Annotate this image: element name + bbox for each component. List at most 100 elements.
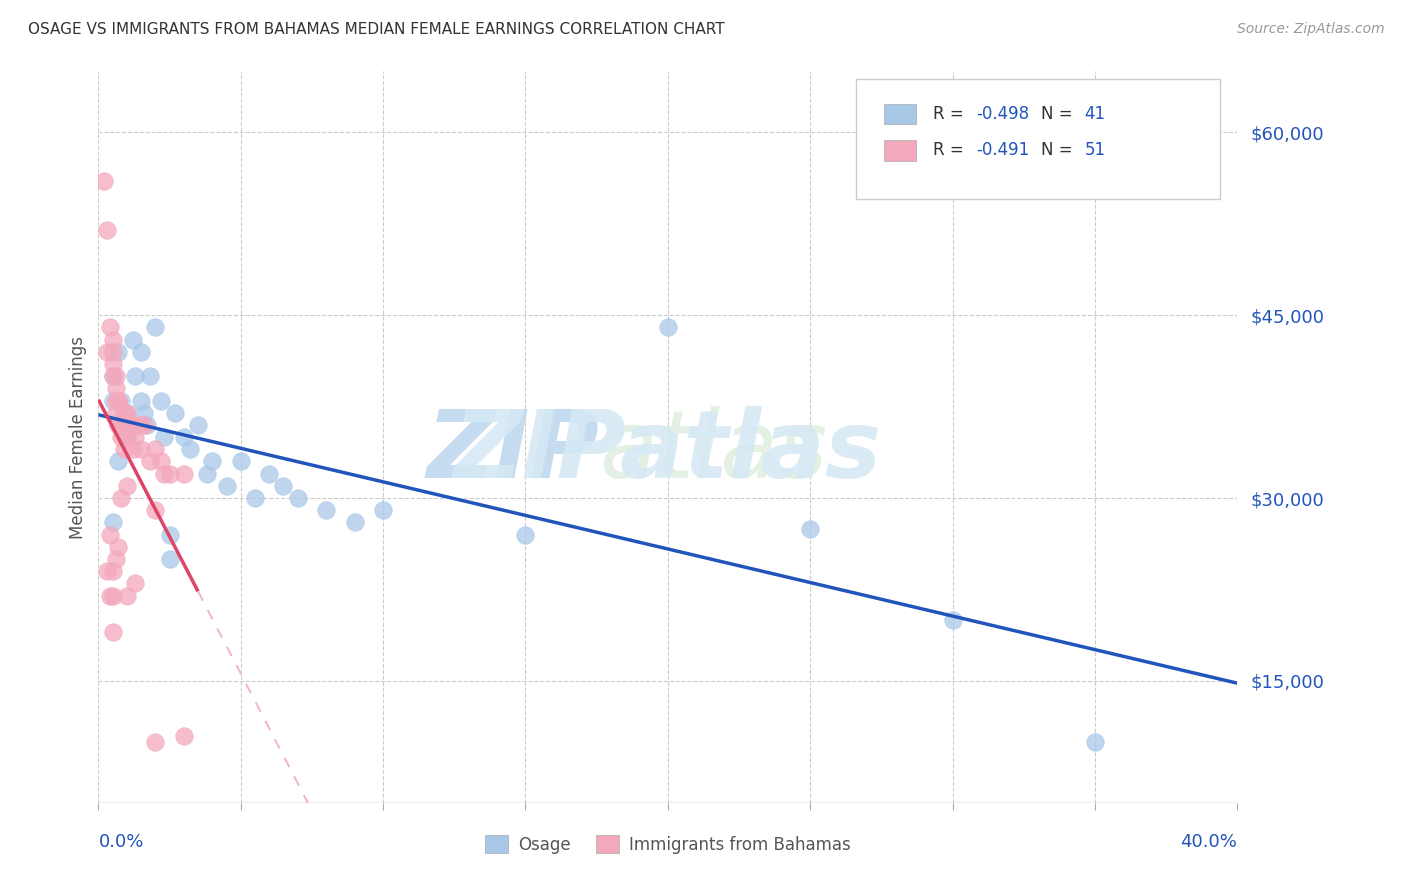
Point: [187, 417, 209, 432]
Point: [115, 430, 138, 444]
Point: [104, 406, 127, 420]
Point: [132, 406, 155, 420]
Text: OSAGE VS IMMIGRANTS FROM BAHAMAS MEDIAN FEMALE EARNINGS CORRELATION CHART: OSAGE VS IMMIGRANTS FROM BAHAMAS MEDIAN …: [28, 22, 724, 37]
Point: [104, 393, 127, 408]
Text: 40.0%: 40.0%: [1181, 833, 1237, 851]
Point: [96, 564, 118, 578]
Point: [121, 442, 143, 457]
Text: ZIP: ZIP: [426, 406, 599, 498]
Text: R =: R =: [934, 141, 969, 160]
Text: -0.491: -0.491: [977, 141, 1029, 160]
Point: [145, 442, 167, 457]
Point: [107, 417, 129, 432]
Point: [101, 357, 124, 371]
Text: -0.498: -0.498: [977, 104, 1029, 123]
Point: [115, 430, 138, 444]
Point: [101, 369, 124, 384]
Point: [107, 393, 129, 408]
Point: [118, 417, 141, 432]
Point: [112, 442, 135, 457]
Point: [150, 393, 173, 408]
Point: [98, 589, 121, 603]
Text: N =: N =: [1042, 141, 1078, 160]
Point: [101, 625, 124, 640]
Point: [942, 613, 965, 627]
Point: [110, 430, 132, 444]
Point: [179, 442, 201, 457]
Legend: Osage, Immigrants from Bahamas: Osage, Immigrants from Bahamas: [478, 829, 858, 860]
Text: ZIPatlas: ZIPatlas: [454, 406, 882, 498]
FancyBboxPatch shape: [856, 78, 1220, 200]
Point: [96, 223, 118, 237]
Text: 41: 41: [1084, 104, 1105, 123]
Point: [107, 540, 129, 554]
Point: [195, 467, 218, 481]
Text: 0.0%: 0.0%: [98, 833, 143, 851]
Point: [110, 417, 132, 432]
Text: atlas: atlas: [599, 406, 828, 497]
Point: [173, 729, 195, 743]
Point: [159, 552, 181, 566]
Point: [273, 479, 295, 493]
Point: [373, 503, 395, 517]
Point: [101, 369, 124, 384]
Point: [515, 527, 537, 541]
FancyBboxPatch shape: [884, 103, 917, 124]
Point: [107, 344, 129, 359]
Point: [159, 527, 181, 541]
Point: [112, 406, 135, 420]
Point: [138, 369, 160, 384]
Point: [315, 503, 337, 517]
Point: [124, 576, 146, 591]
Point: [124, 430, 146, 444]
Point: [243, 491, 266, 505]
Point: [165, 406, 187, 420]
Point: [132, 417, 155, 432]
Point: [145, 735, 167, 749]
Point: [104, 381, 127, 395]
Point: [101, 333, 124, 347]
Text: 51: 51: [1084, 141, 1105, 160]
Point: [799, 521, 821, 535]
Point: [173, 467, 195, 481]
Point: [129, 442, 152, 457]
Point: [101, 564, 124, 578]
Point: [121, 333, 143, 347]
Point: [101, 344, 124, 359]
Point: [229, 454, 252, 468]
Point: [115, 406, 138, 420]
Point: [98, 320, 121, 334]
Point: [153, 467, 176, 481]
Point: [110, 393, 132, 408]
Point: [96, 344, 118, 359]
Point: [121, 417, 143, 432]
Point: [124, 369, 146, 384]
Point: [110, 491, 132, 505]
Point: [159, 467, 181, 481]
Point: [145, 320, 167, 334]
FancyBboxPatch shape: [884, 140, 917, 161]
Point: [343, 516, 366, 530]
Point: [104, 552, 127, 566]
Point: [129, 417, 152, 432]
Point: [173, 430, 195, 444]
Point: [115, 589, 138, 603]
Point: [101, 393, 124, 408]
Text: R =: R =: [934, 104, 969, 123]
Text: N =: N =: [1042, 104, 1078, 123]
Point: [98, 527, 121, 541]
Point: [153, 430, 176, 444]
Point: [657, 320, 679, 334]
Y-axis label: Median Female Earnings: Median Female Earnings: [69, 335, 87, 539]
Point: [215, 479, 238, 493]
Text: Source: ZipAtlas.com: Source: ZipAtlas.com: [1237, 22, 1385, 37]
Point: [112, 406, 135, 420]
Point: [112, 417, 135, 432]
Point: [1084, 735, 1107, 749]
Point: [104, 369, 127, 384]
Point: [135, 417, 157, 432]
Point: [145, 503, 167, 517]
Point: [115, 479, 138, 493]
Point: [93, 174, 115, 188]
Point: [115, 406, 138, 420]
